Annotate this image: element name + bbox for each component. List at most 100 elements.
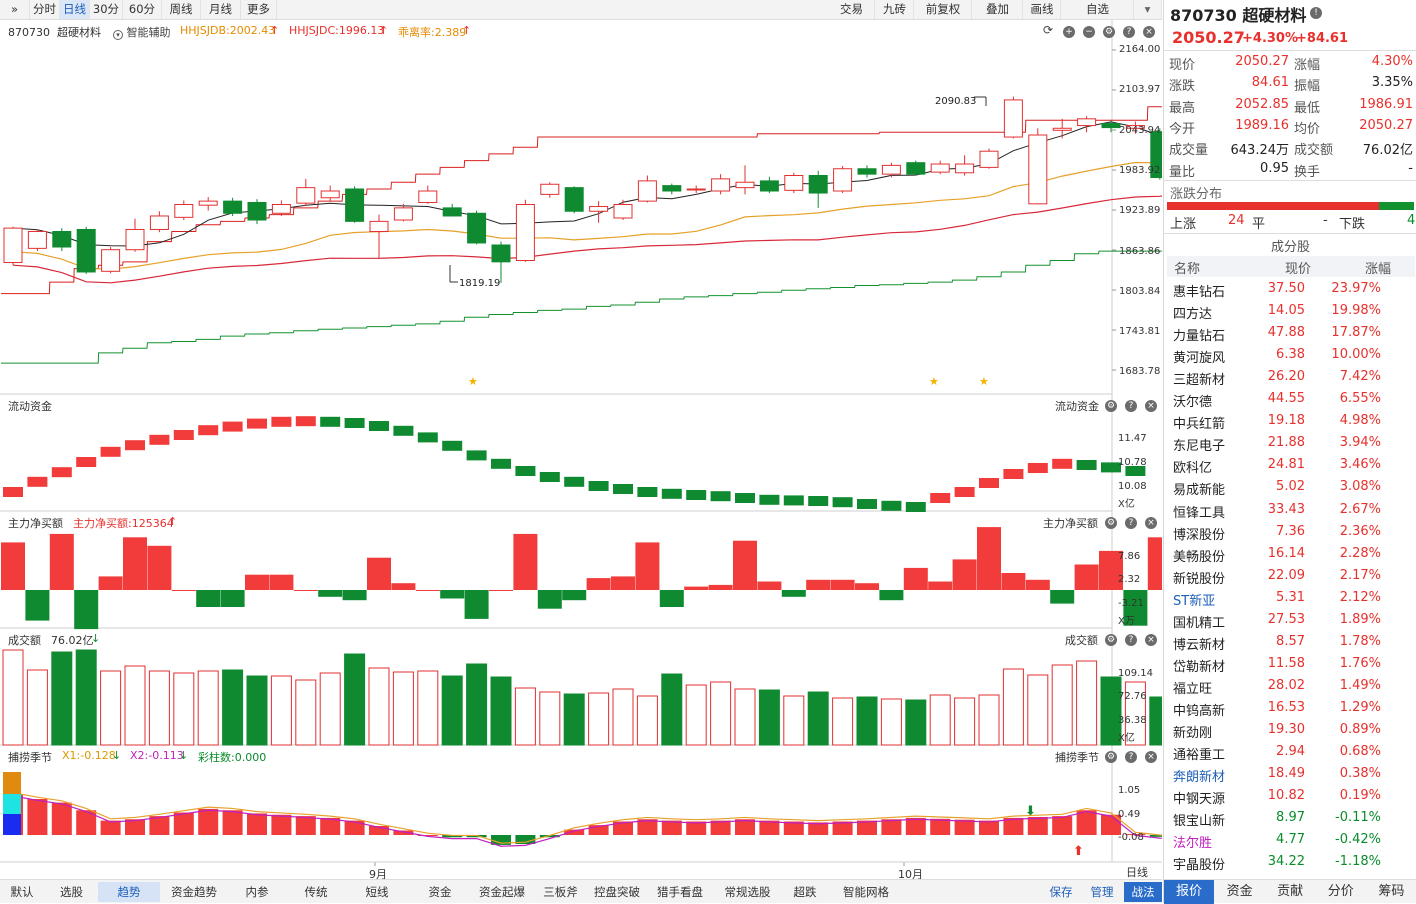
- help-icon[interactable]: ?: [1123, 26, 1135, 38]
- component-name: 福立旺: [1173, 681, 1213, 697]
- strategy-tab[interactable]: 资金起爆: [479, 885, 525, 899]
- quote-tab[interactable]: 贡献: [1277, 884, 1304, 899]
- strategy-tab[interactable]: 选股: [60, 885, 83, 899]
- settings-icon[interactable]: ⚙: [1103, 26, 1115, 38]
- component-row[interactable]: 中钢天源 10.82 0.19%: [1164, 786, 1416, 807]
- period-tab[interactable]: 更多: [241, 0, 277, 19]
- down-count: 4: [1407, 213, 1416, 228]
- strategy-tab[interactable]: 三板斧: [543, 885, 578, 899]
- settings-icon[interactable]: ⚙: [1105, 634, 1117, 646]
- strategy-tab[interactable]: 趋势: [98, 882, 160, 902]
- period-tab[interactable]: 分时: [30, 0, 60, 19]
- toolbar-button[interactable]: 交易: [829, 0, 875, 19]
- settings-icon[interactable]: ⚙: [1105, 400, 1117, 412]
- flow-bar: [1003, 469, 1024, 479]
- strategy-tab[interactable]: 资金趋势: [171, 885, 217, 899]
- component-row[interactable]: 中兵红箭 19.18 4.98%: [1164, 411, 1416, 432]
- quote-value: 4.30%: [1371, 54, 1413, 69]
- zoom-in-icon[interactable]: +: [1063, 26, 1075, 38]
- period-tab[interactable]: 30分: [90, 0, 123, 19]
- component-row[interactable]: 四方达 14.05 19.98%: [1164, 301, 1416, 322]
- net-buy-bar: [513, 533, 538, 590]
- component-row[interactable]: 恒锋工具 33.43 2.67%: [1164, 500, 1416, 521]
- component-row[interactable]: 博深股份 7.36 2.36%: [1164, 522, 1416, 543]
- toolbar-button[interactable]: 自选: [1062, 0, 1134, 19]
- settings-icon[interactable]: ⚙: [1105, 751, 1117, 763]
- component-row[interactable]: 法尔胜 4.77 -0.42%: [1164, 830, 1416, 851]
- strategy-tab[interactable]: 内参: [245, 885, 269, 899]
- component-row[interactable]: 奔朗新材 18.49 0.38%: [1164, 764, 1416, 785]
- strategy-tab[interactable]: 传统: [304, 885, 328, 899]
- quote-tab[interactable]: 筹码: [1378, 884, 1405, 899]
- component-row[interactable]: 新劲刚 19.30 0.89%: [1164, 720, 1416, 741]
- quote-tab[interactable]: 资金: [1226, 884, 1253, 899]
- component-price: 24.81: [1267, 457, 1305, 473]
- close-icon[interactable]: ×: [1145, 400, 1157, 412]
- component-row[interactable]: 宇晶股份 34.22 -1.18%: [1164, 852, 1416, 873]
- refresh-icon[interactable]: ⟳: [1043, 23, 1054, 37]
- component-row[interactable]: 欧科亿 24.81 3.46%: [1164, 455, 1416, 476]
- component-row[interactable]: 银宝山新 8.97 -0.11%: [1164, 808, 1416, 829]
- component-row[interactable]: 通裕重工 2.94 0.68%: [1164, 742, 1416, 763]
- close-icon[interactable]: ×: [1143, 26, 1155, 38]
- component-row[interactable]: 沃尔德 44.55 6.55%: [1164, 389, 1416, 410]
- distribution-bar: [1167, 202, 1414, 210]
- period-tab[interactable]: 月线: [201, 0, 241, 19]
- period-tab[interactable]: 60分: [123, 0, 162, 19]
- component-row[interactable]: 易成新能 5.02 3.08%: [1164, 477, 1416, 498]
- strategy-tab[interactable]: 默认: [10, 885, 34, 899]
- period-tab[interactable]: 日线: [60, 0, 90, 19]
- strategy-tab[interactable]: 超跌: [793, 885, 817, 899]
- info-icon[interactable]: !: [1310, 7, 1322, 19]
- help-icon[interactable]: ?: [1125, 400, 1137, 412]
- more-icon[interactable]: ▾: [1134, 0, 1162, 19]
- component-row[interactable]: 东尼电子 21.88 3.94%: [1164, 433, 1416, 454]
- strategy-tab[interactable]: 短线: [365, 885, 389, 899]
- period-tab[interactable]: 周线: [162, 0, 201, 19]
- collapse-icon[interactable]: »: [0, 0, 30, 19]
- toolbar-button[interactable]: 前复权: [915, 0, 972, 19]
- up-arrow-icon: ↑: [462, 24, 472, 37]
- strategy-tab[interactable]: 猎手看盘: [657, 885, 703, 899]
- smart-assist-toggle[interactable]: ▾ 智能辅助: [113, 24, 171, 40]
- help-icon[interactable]: ?: [1125, 751, 1137, 763]
- component-row[interactable]: 新锐股份 22.09 2.17%: [1164, 566, 1416, 587]
- component-row[interactable]: 力量钻石 47.88 17.87%: [1164, 323, 1416, 344]
- net-buy-bar: [806, 579, 831, 590]
- toolbar-button[interactable]: 画线: [1024, 0, 1061, 19]
- component-row[interactable]: 三超新材 26.20 7.42%: [1164, 367, 1416, 388]
- zoom-out-icon[interactable]: −: [1083, 26, 1095, 38]
- strategy-tab[interactable]: 常规选股: [724, 885, 771, 899]
- strategy-tab[interactable]: 智能网格: [843, 885, 889, 899]
- close-icon[interactable]: ×: [1145, 634, 1157, 646]
- strategy-tab[interactable]: 资金: [428, 885, 452, 899]
- strategy-action-button[interactable]: 管理: [1090, 885, 1114, 899]
- component-row[interactable]: 黄河旋风 6.38 10.00%: [1164, 345, 1416, 366]
- component-row[interactable]: 中钨高新 16.53 1.29%: [1164, 698, 1416, 719]
- strategy-action-button[interactable]: 保存: [1049, 885, 1073, 899]
- component-row[interactable]: 惠丰钻石 37.50 23.97%: [1164, 279, 1416, 300]
- quote-tab[interactable]: 报价: [1164, 880, 1214, 904]
- close-icon[interactable]: ×: [1145, 517, 1157, 529]
- component-row[interactable]: 岱勒新材 11.58 1.76%: [1164, 654, 1416, 675]
- close-icon[interactable]: ×: [1145, 751, 1157, 763]
- toolbar-button[interactable]: 叠加: [973, 0, 1023, 19]
- volume-bar: [319, 672, 341, 746]
- x1-value: X1:-0.128: [62, 749, 116, 762]
- candle-body: [759, 180, 779, 192]
- settings-icon[interactable]: ⚙: [1105, 517, 1117, 529]
- strategy-action-button[interactable]: 战法: [1124, 882, 1162, 902]
- kline-chart[interactable]: 2090.83 1819.19 ★ ★ ★ ⬇ ⬆: [0, 20, 1162, 879]
- component-row[interactable]: 博云新材 8.57 1.78%: [1164, 632, 1416, 653]
- strategy-tab[interactable]: 控盘突破: [594, 885, 640, 899]
- component-row[interactable]: 国机精工 27.53 1.89%: [1164, 610, 1416, 631]
- component-row[interactable]: ST新亚 5.31 2.12%: [1164, 588, 1416, 609]
- help-icon[interactable]: ?: [1125, 517, 1137, 529]
- component-row[interactable]: 美畅股份 16.14 2.28%: [1164, 544, 1416, 565]
- chart-area[interactable]: » 分时 日线 30分 60分 周线 月线 更多 交易 九砖 前复权 叠加 画线 自选 ▾ 2090.8…: [0, 0, 1162, 903]
- component-row[interactable]: 福立旺 28.02 1.49%: [1164, 676, 1416, 697]
- quote-tab[interactable]: 分价: [1327, 884, 1354, 899]
- candle-body: [833, 168, 853, 192]
- toolbar-button[interactable]: 九砖: [876, 0, 914, 19]
- help-icon[interactable]: ?: [1125, 634, 1137, 646]
